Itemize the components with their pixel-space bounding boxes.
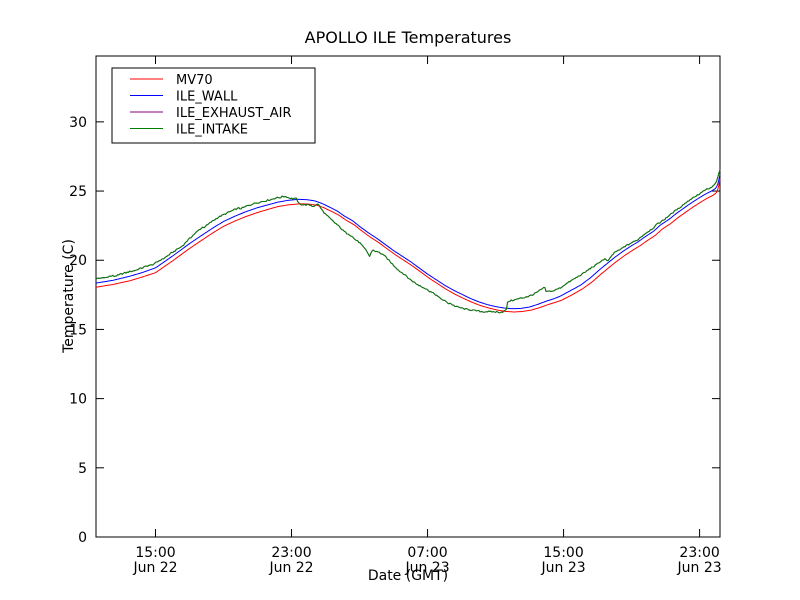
x-tick-label-time: 07:00	[407, 545, 447, 561]
y-tick-label: 15	[69, 322, 87, 338]
y-tick-label: 5	[78, 461, 87, 477]
y-tick-label: 10	[69, 392, 87, 408]
y-tick-label: 30	[69, 115, 87, 131]
series-line-MV70	[95, 178, 721, 313]
series-line-ILE_INTAKE	[95, 169, 721, 314]
y-tick-label: 20	[69, 253, 87, 269]
y-tick-label: 0	[78, 530, 87, 546]
x-tick-label-date: Jun 22	[132, 560, 177, 576]
x-tick-label-date: Jun 22	[268, 560, 313, 576]
x-tick-label-time: 23:00	[679, 545, 719, 561]
x-tick-label-time: 15:00	[543, 545, 583, 561]
legend-label: ILE_INTAKE	[176, 123, 248, 138]
legend-label: MV70	[176, 73, 213, 88]
y-axis-label: Temperature (C)	[61, 239, 77, 353]
plot-border	[95, 55, 721, 538]
series-line-ILE_WALL	[95, 174, 721, 310]
x-axis-label: Date (GMT)	[367, 568, 449, 584]
x-tick-label-date: Jun 23	[677, 560, 722, 576]
legend-label: ILE_WALL	[176, 90, 238, 105]
x-tick-label-time: 15:00	[135, 545, 175, 561]
x-tick-label-time: 23:00	[271, 545, 311, 561]
series-line-ILE_EXHAUST_AIR	[95, 169, 721, 314]
x-tick-label-date: Jun 23	[404, 560, 449, 576]
chart-title: APOLLO ILE Temperatures	[304, 28, 512, 47]
legend-label: ILE_EXHAUST_AIR	[176, 106, 292, 121]
y-tick-label: 25	[69, 184, 87, 200]
x-tick-label-date: Jun 23	[541, 560, 586, 576]
legend-box	[111, 67, 316, 144]
